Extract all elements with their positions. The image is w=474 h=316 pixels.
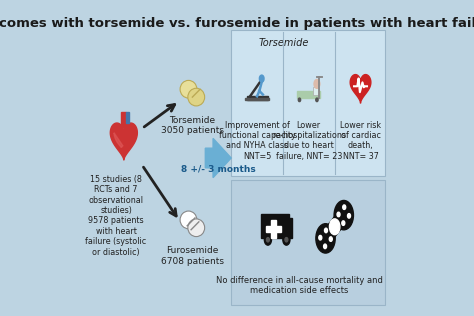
Bar (266, 226, 281, 232)
Circle shape (325, 228, 328, 233)
Circle shape (314, 80, 320, 88)
FancyBboxPatch shape (231, 30, 385, 176)
Circle shape (285, 238, 288, 242)
Bar (271, 220, 276, 238)
Polygon shape (114, 133, 123, 148)
Ellipse shape (188, 88, 205, 106)
Circle shape (343, 205, 346, 210)
Text: 15 studies (8
RCTs and 7
observational
studies)
9578 patients
with heart
failure: 15 studies (8 RCTs and 7 observational s… (85, 175, 146, 257)
Polygon shape (321, 208, 348, 246)
Circle shape (342, 221, 345, 225)
Text: No difference in all-cause mortality and
medication side effects: No difference in all-cause mortality and… (216, 276, 383, 295)
Text: Torsemide
3050 patients: Torsemide 3050 patients (161, 116, 224, 135)
Ellipse shape (180, 80, 197, 98)
Text: Furosemide
6708 patients: Furosemide 6708 patients (161, 246, 224, 266)
Bar (297, 91, 320, 98)
Circle shape (316, 98, 318, 102)
Bar (261, 214, 289, 238)
Ellipse shape (188, 219, 205, 237)
Bar (246, 98, 269, 100)
Polygon shape (110, 123, 137, 160)
Text: Improvement of
functional capacity
and NYHA class
NNT=5: Improvement of functional capacity and N… (219, 121, 295, 161)
Text: Outcomes with torsemide vs. furosemide in patients with heart failure: Outcomes with torsemide vs. furosemide i… (0, 16, 474, 29)
Text: 8 +/- 3 months: 8 +/- 3 months (181, 165, 255, 174)
Circle shape (347, 214, 350, 218)
FancyBboxPatch shape (231, 179, 385, 305)
Circle shape (259, 75, 264, 82)
Bar (246, 96, 267, 100)
Bar (126, 112, 129, 124)
Ellipse shape (180, 211, 197, 229)
Bar (313, 88, 319, 94)
Circle shape (298, 98, 301, 102)
Circle shape (329, 219, 340, 235)
Circle shape (266, 238, 269, 242)
Polygon shape (205, 138, 231, 178)
Circle shape (319, 235, 322, 240)
Circle shape (283, 234, 290, 245)
Circle shape (337, 212, 340, 217)
Text: Lower risk
of cardiac
death,
NNT= 37: Lower risk of cardiac death, NNT= 37 (340, 121, 381, 161)
Bar (121, 112, 126, 127)
Circle shape (334, 200, 354, 230)
Circle shape (329, 237, 332, 241)
Circle shape (264, 234, 272, 245)
Circle shape (316, 224, 335, 253)
Circle shape (324, 244, 327, 249)
Text: Lower
re-hospitalizations
due to heart
failure, NNT= 23: Lower re-hospitalizations due to heart f… (272, 121, 346, 161)
Text: Torsemide: Torsemide (259, 38, 310, 48)
Bar (283, 218, 292, 238)
Polygon shape (350, 75, 371, 103)
